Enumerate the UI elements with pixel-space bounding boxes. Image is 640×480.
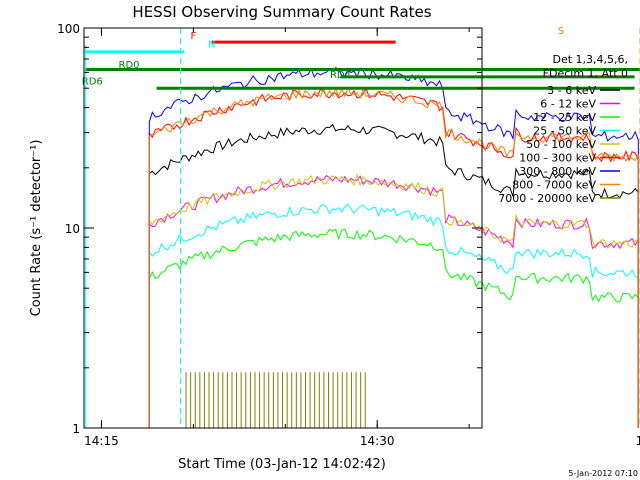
series-line bbox=[148, 86, 639, 429]
flag-label: F bbox=[190, 31, 196, 42]
legend-entry-label: 6 - 12 keV bbox=[540, 98, 596, 111]
legend-entry-label: 3 - 6 keV bbox=[547, 84, 596, 97]
date-stamp: 5-Jan-2012 07:10 bbox=[568, 469, 638, 478]
legend-entry-label: 7000 - 20000 keV bbox=[498, 192, 596, 205]
legend-entry-label: 25 - 50 keV bbox=[533, 125, 596, 138]
legend-entry-label: 800 - 7000 keV bbox=[512, 179, 596, 192]
flag-label: RD0 bbox=[119, 60, 140, 71]
series-line bbox=[148, 173, 639, 429]
legend-header: Det 1,3,4,5,6, bbox=[552, 53, 628, 66]
series-line bbox=[148, 123, 639, 429]
legend-entry-label: 50 - 100 keV bbox=[526, 138, 596, 151]
x-tick-label: 14:45 bbox=[636, 434, 640, 448]
series-line bbox=[148, 203, 639, 429]
chart-title: HESSI Observing Summary Count Rates bbox=[132, 3, 431, 21]
flag-label: N bbox=[208, 40, 215, 51]
y-tick-label: 1 bbox=[72, 422, 80, 436]
legend-header: FDecim 1, Att 0 bbox=[543, 67, 628, 80]
flag-label: RD4 bbox=[330, 70, 351, 81]
series-line bbox=[148, 228, 639, 429]
x-axis-label: Start Time (03-Jan-12 14:02:42) bbox=[178, 457, 386, 472]
flag-label: RD6 bbox=[82, 76, 103, 87]
series-line bbox=[148, 87, 639, 429]
legend-entry-label: 12 - 25 keV bbox=[533, 111, 596, 124]
legend-entry-label: 100 - 300 keV bbox=[519, 152, 596, 165]
y-tick-label: 10 bbox=[65, 222, 80, 236]
legend-entry-label: 300 - 800 keV bbox=[519, 165, 596, 178]
y-tick-label: 100 bbox=[57, 22, 80, 36]
x-tick-label: 14:15 bbox=[84, 434, 119, 448]
y-axis-label: Count Rate (s⁻¹ detector⁻¹) bbox=[29, 140, 44, 317]
x-tick-label: 14:30 bbox=[360, 434, 395, 448]
flag-label: S bbox=[558, 26, 564, 37]
